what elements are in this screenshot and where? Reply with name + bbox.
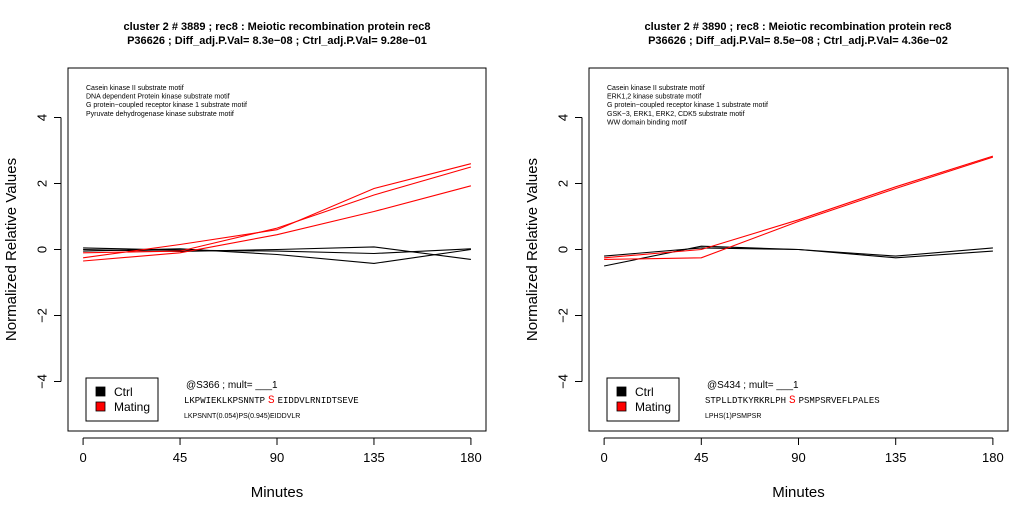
peptide-label: LKPSNNT(0.054)PS(0.945)EIDDVLR: [184, 413, 300, 420]
chart-panel-1: cluster 2 # 3889 ; rec8 : Meiotic recomb…: [3, 21, 487, 501]
x-tick-label: 45: [694, 450, 708, 465]
sequence-site: S: [789, 395, 796, 407]
motif-label: ERK1,2 kinase substrate motif: [607, 94, 701, 101]
series-line-mating-3: [604, 155, 994, 259]
y-axis-label: Normalized Relative Values: [524, 158, 541, 341]
legend-label: Mating: [635, 400, 671, 414]
y-tick-label: 0: [555, 246, 570, 253]
y-tick-label: −2: [555, 308, 570, 323]
motif-label: Pyruvate dehydrogenase kinase substrate …: [86, 111, 234, 118]
legend-swatch: [95, 386, 106, 397]
sequence: STPLLDTKYRKRLPH S PSMPSRVEFLPALES: [705, 395, 880, 407]
motif-label: WW domain binding motif: [607, 119, 687, 126]
series-line-ctrl-2: [83, 248, 471, 264]
series-line-ctrl-3: [83, 246, 471, 260]
y-tick-label: 2: [34, 180, 49, 187]
x-tick-label: 135: [363, 450, 385, 465]
series-line-mating-4: [83, 163, 472, 259]
legend-label: Ctrl: [114, 385, 133, 399]
y-tick-label: −4: [34, 374, 49, 389]
y-tick-label: 4: [555, 114, 570, 121]
sequence-after: EIDDVLRNIDTSEVE: [278, 396, 359, 406]
x-axis-label: Minutes: [772, 484, 825, 501]
y-tick-label: 4: [34, 114, 49, 121]
motif-label: GSK−3, ERK1, ERK2, CDK5 substrate motif: [607, 111, 745, 118]
sequence: LKPWIEKLKPSNNTP S EIDDVLRNIDTSEVE: [184, 395, 359, 407]
plot-frame: [67, 67, 487, 432]
motif-label: Casein kinase II substrate motif: [607, 85, 705, 92]
x-tick-label: 90: [791, 450, 805, 465]
sequence-site: S: [268, 395, 275, 407]
motif-label: Casein kinase II substrate motif: [86, 85, 184, 92]
motif-label: DNA dependent Protein kinase substrate m…: [86, 94, 230, 101]
series-line-mating-4: [604, 156, 994, 260]
x-tick-label: 90: [270, 450, 284, 465]
chart-subtitle: P36626 ; Diff_adj.P.Val= 8.3e−08 ; Ctrl_…: [127, 35, 427, 47]
site-label: @S434 ; mult= ___1: [707, 380, 799, 391]
y-axis-label: Normalized Relative Values: [3, 158, 20, 341]
chart-title: cluster 2 # 3890 ; rec8 : Meiotic recomb…: [645, 21, 952, 33]
x-tick-label: 180: [982, 450, 1004, 465]
legend-box: [606, 377, 680, 422]
peptide-label: LPHS(1)PSMPSR: [705, 413, 761, 420]
sequence-after: PSMPSRVEFLPALES: [799, 396, 880, 406]
sequence-before: STPLLDTKYRKRLPH: [705, 396, 786, 406]
sequence-before: LKPWIEKLKPSNNTP: [184, 396, 265, 406]
motif-label: G protein−coupled receptor kinase 1 subs…: [86, 102, 247, 109]
x-tick-label: 180: [460, 450, 482, 465]
legend-swatch: [616, 386, 627, 397]
x-tick-label: 0: [79, 450, 86, 465]
chart-panel-2: cluster 2 # 3890 ; rec8 : Meiotic recomb…: [524, 21, 1009, 501]
x-tick-label: 0: [601, 450, 608, 465]
y-tick-label: 2: [555, 180, 570, 187]
y-tick-label: −2: [34, 308, 49, 323]
motif-label: G protein−coupled receptor kinase 1 subs…: [607, 102, 768, 109]
x-tick-label: 45: [173, 450, 187, 465]
legend-label: Mating: [114, 400, 150, 414]
legend-label: Ctrl: [635, 385, 654, 399]
legend-swatch: [616, 401, 627, 412]
series-line-mating-6: [83, 185, 472, 262]
y-tick-label: −4: [555, 374, 570, 389]
legend-swatch: [95, 401, 106, 412]
legend-box: [85, 377, 159, 422]
series-line-ctrl-2: [604, 247, 993, 259]
chart-subtitle: P36626 ; Diff_adj.P.Val= 8.5e−08 ; Ctrl_…: [648, 35, 948, 47]
x-tick-label: 135: [885, 450, 907, 465]
y-tick-label: 0: [34, 246, 49, 253]
x-axis-label: Minutes: [251, 484, 304, 501]
plot-frame: [588, 67, 1009, 432]
series-line-mating-5: [83, 166, 472, 254]
chart-title: cluster 2 # 3889 ; rec8 : Meiotic recomb…: [124, 21, 431, 33]
site-label: @S366 ; mult= ___1: [186, 380, 278, 391]
